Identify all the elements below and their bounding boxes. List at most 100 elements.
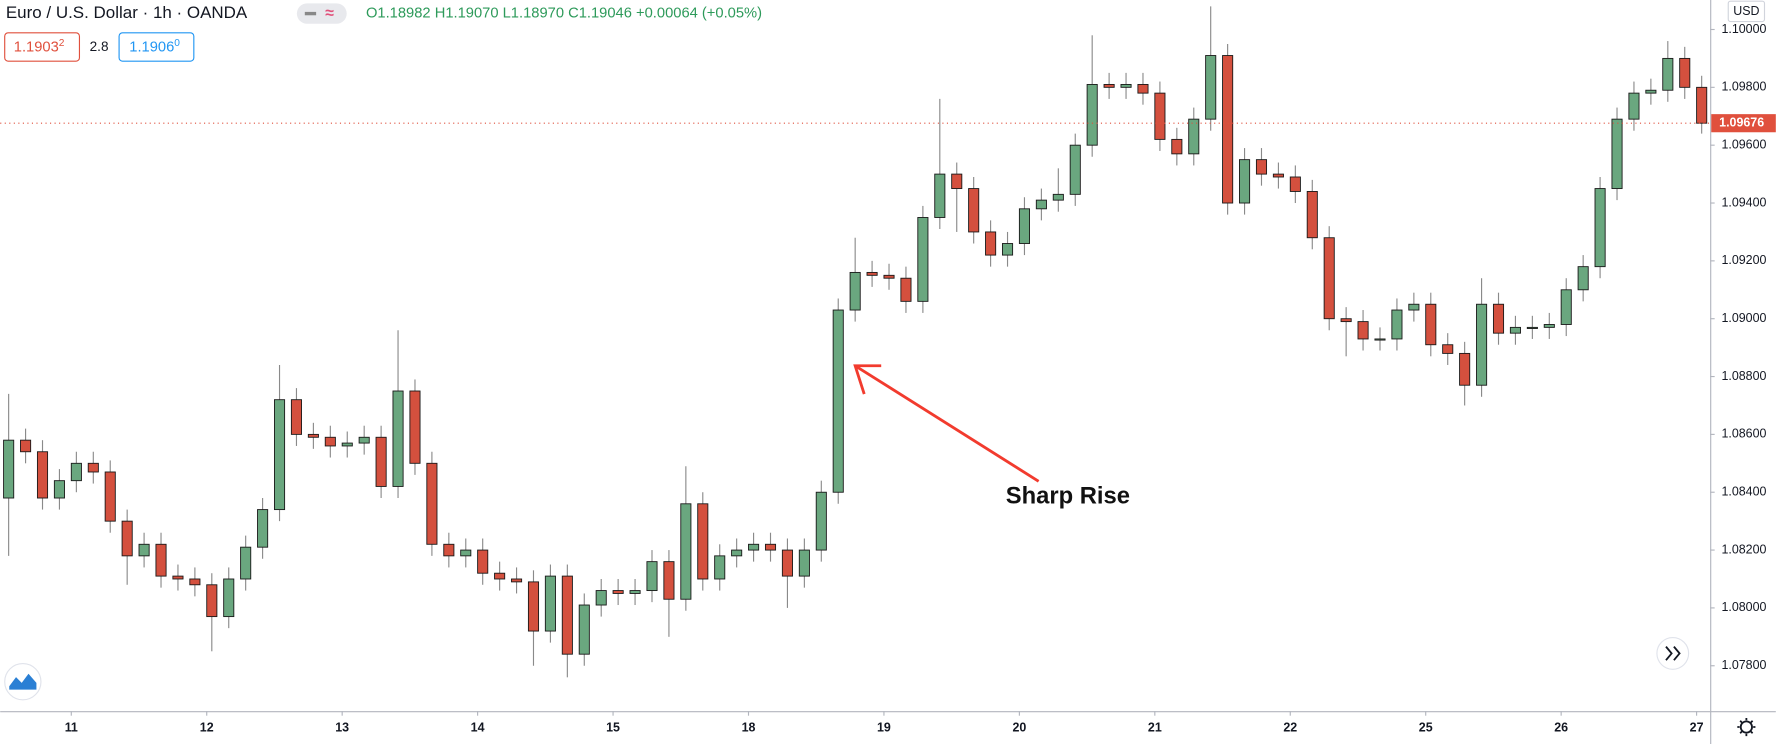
candle-body <box>595 590 607 606</box>
candle-body <box>527 581 540 632</box>
candle-body <box>20 439 32 453</box>
candle-body <box>273 399 286 511</box>
candle-body <box>138 543 150 557</box>
candle-body <box>375 436 387 487</box>
candle-body <box>307 433 319 438</box>
candle-body <box>392 390 404 487</box>
last-price-box <box>1711 114 1776 133</box>
candle-body <box>1425 303 1437 346</box>
candle-body <box>1103 83 1115 88</box>
candle-body <box>561 575 573 655</box>
y-tick-label: 1.09800 <box>1721 80 1766 94</box>
annotation: Sharp Rise <box>1006 482 1130 509</box>
y-tick-label: 1.08400 <box>1721 485 1766 499</box>
candle-body <box>1137 83 1149 94</box>
candle-body <box>172 575 184 580</box>
candle-body <box>358 436 370 444</box>
candle-body <box>1492 303 1505 334</box>
y-tick-label: 1.09200 <box>1721 253 1766 267</box>
candle-body <box>1509 326 1521 334</box>
settings-icon[interactable] <box>1737 717 1756 737</box>
candle-body <box>511 578 523 583</box>
x-tick-label: 11 <box>65 720 78 734</box>
candle-body <box>731 549 743 557</box>
candle-body <box>917 217 929 302</box>
candle-body <box>1001 243 1014 256</box>
candle-body <box>1459 352 1471 386</box>
x-tick-label: 13 <box>335 720 349 734</box>
y-tick-label: 1.09600 <box>1721 137 1766 151</box>
candle-body <box>714 555 726 580</box>
sell-price: 1.19032 <box>14 38 65 56</box>
candle-body <box>849 271 861 311</box>
candle-body <box>1679 57 1691 88</box>
candle-body <box>934 173 946 218</box>
arrow-head <box>853 364 882 395</box>
candle-body <box>1154 92 1166 140</box>
candle-body <box>206 584 218 618</box>
candle-body <box>1442 344 1454 354</box>
candle-body <box>968 188 980 233</box>
candle-body <box>1560 289 1572 325</box>
candle-body <box>1408 303 1420 311</box>
candle-body <box>900 277 912 302</box>
candle-body <box>663 561 675 600</box>
candle-body <box>1391 309 1403 340</box>
candle-body <box>460 549 472 557</box>
candle-body <box>155 543 167 577</box>
candle-body <box>324 436 336 447</box>
candle-body <box>1120 83 1132 88</box>
x-tick-label: 14 <box>471 720 485 734</box>
candle-body <box>1306 191 1318 239</box>
candle-body <box>748 543 760 551</box>
status-pill[interactable] <box>296 3 347 24</box>
buy-price: 1.19060 <box>129 38 180 56</box>
candle-body <box>1340 318 1352 323</box>
x-tick-label: 19 <box>877 720 891 734</box>
x-tick-label: 15 <box>606 720 620 734</box>
candle-body <box>223 578 235 618</box>
candle-body <box>629 590 641 594</box>
candle-body <box>985 231 997 256</box>
gear-ring <box>1739 720 1753 734</box>
candle-body <box>815 491 827 551</box>
candle-body <box>1611 118 1623 190</box>
candle-body <box>104 471 116 522</box>
candle-body <box>443 543 455 557</box>
candle-body <box>3 439 15 499</box>
candle-body <box>1645 89 1657 94</box>
annotation-arrow <box>853 364 1040 483</box>
buy-button[interactable] <box>118 32 195 62</box>
candle-body <box>951 173 963 190</box>
symbol-title: Euro / U.S. Dollar · 1h · OANDA <box>6 3 248 22</box>
candle-body <box>1357 321 1369 340</box>
candle-body <box>121 520 133 557</box>
candle-body <box>764 543 777 551</box>
sell-button[interactable] <box>4 32 81 62</box>
y-tick-label: 1.08600 <box>1721 427 1766 441</box>
candle-body <box>1594 188 1606 268</box>
candle-body <box>866 271 878 276</box>
x-tick-label: 12 <box>200 720 214 734</box>
x-tick-label: 25 <box>1419 720 1433 734</box>
candle-body <box>1289 176 1301 192</box>
x-tick-label: 26 <box>1554 720 1568 734</box>
candle-body <box>832 309 844 493</box>
candle-body <box>1577 266 1589 291</box>
candle-body <box>1188 118 1200 155</box>
candle-body <box>1018 208 1030 244</box>
currency-box[interactable] <box>1727 0 1766 23</box>
y-tick-label: 1.08800 <box>1721 369 1766 383</box>
candle-body <box>1526 326 1538 329</box>
candle-body <box>680 503 692 600</box>
candle-body <box>290 399 302 435</box>
candle-body <box>70 462 82 482</box>
candle-body <box>1696 86 1708 124</box>
y-tick-label: 1.10000 <box>1721 22 1766 36</box>
candle-body <box>1255 159 1268 175</box>
spread: 2.8 <box>90 39 109 54</box>
gear-teeth <box>1737 717 1756 737</box>
y-tick-label: 1.09400 <box>1721 195 1766 209</box>
candle-body <box>1662 57 1674 91</box>
arrow-shaft <box>854 364 1040 483</box>
